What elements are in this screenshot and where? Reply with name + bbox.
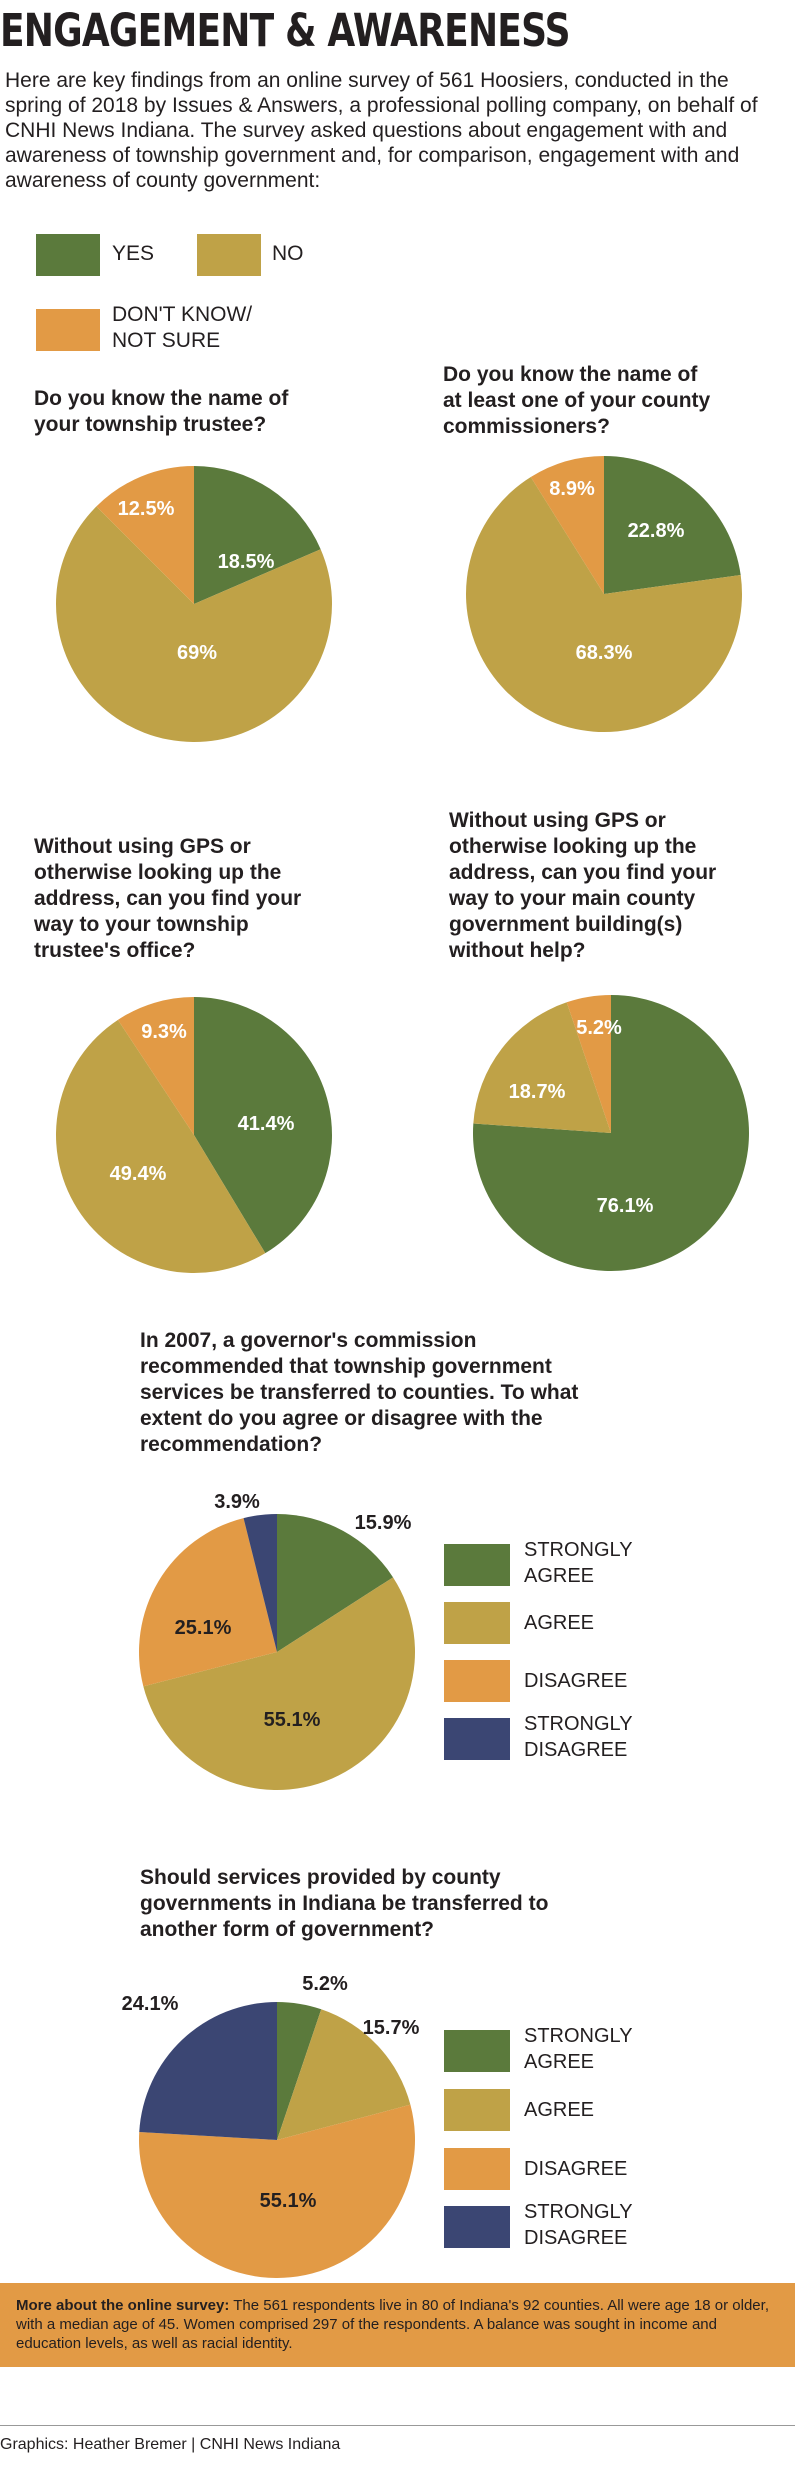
pie-6-slice-strongly-agree (277, 2002, 322, 2140)
pie-3-label-yes: 41.4% (238, 1113, 295, 1135)
pie-2-label-no: 68.3% (576, 642, 633, 664)
footnote-lead: More about the online survey: (16, 2297, 230, 2314)
legend-5-label-strongly-agree: STRONGLY AGREE (524, 1539, 633, 1587)
legend-swatch-no (197, 234, 261, 276)
pie-2-label-dont-know: 8.9% (549, 478, 595, 500)
pie-5-slice-strongly-disagree (243, 1514, 277, 1652)
legend-5-swatch-disagree (444, 1660, 510, 1702)
legend-6-label-strongly-agree: STRONGLY AGREE (524, 2025, 633, 2073)
survey-footnote: More about the online survey: The 561 re… (0, 2283, 795, 2367)
legend-swatch-yes (36, 234, 100, 276)
pie-6-label-disagree: 55.1% (260, 2190, 317, 2212)
legend-5-swatch-agree (444, 1602, 510, 1644)
legend-5-swatch-strongly-disagree (444, 1718, 510, 1760)
pie-4-label-yes: 76.1% (597, 1195, 654, 1217)
legend-5-label-disagree: DISAGREE (524, 1670, 628, 1692)
pie-2-slice-dont-know (530, 456, 604, 594)
legend-label-no: NO (272, 242, 304, 265)
pie-5-label-strongly-disagree: 3.9% (214, 1491, 260, 1513)
pie-3-label-no: 49.4% (110, 1163, 167, 1185)
pie-1-slice-yes (194, 466, 321, 604)
pie-chart-5: 15.9% 55.1% 25.1% 3.9% (138, 1491, 415, 1790)
pie-6-label-strongly-disagree: 24.1% (122, 1993, 179, 2015)
pie-4-label-no: 18.7% (509, 1081, 566, 1103)
graphics-credit: Graphics: Heather Bremer | CNHI News Ind… (0, 2436, 341, 2453)
pie-chart-4: 76.1% 18.7% 5.2% (473, 995, 749, 1271)
pie-6-slice-disagree (139, 2104, 415, 2278)
pie-chart-2: 22.8% 68.3% 8.9% (465, 456, 742, 732)
pie-5-label-disagree: 25.1% (175, 1617, 232, 1639)
legend-6-label-strongly-disagree: STRONGLY DISAGREE (524, 2201, 633, 2249)
pie-4-label-dont-know: 5.2% (576, 1017, 622, 1039)
pie-1-label-dont-know: 12.5% (118, 498, 175, 520)
pie-6-label-strongly-agree: 5.2% (302, 1973, 348, 1995)
pie-5-label-agree: 55.1% (264, 1709, 321, 1731)
pie-5-slice-strongly-agree (277, 1514, 394, 1652)
pie-4-slice-no (473, 1002, 611, 1133)
chart-6-title: Should services provided by county gover… (140, 1866, 549, 1941)
pie-1-slice-dont-know (96, 466, 194, 604)
pie-3-slice-dont-know (117, 997, 194, 1135)
pie-1-label-yes: 18.5% (218, 551, 275, 573)
pie-6-slice-strongly-disagree (139, 2002, 277, 2140)
pie-3-slice-no (56, 1019, 266, 1273)
pie-chart-6: 5.2% 15.7% 55.1% 24.1% (122, 1973, 420, 2278)
pie-4-slice-dont-know (566, 995, 611, 1133)
pie-5-slice-agree (143, 1577, 415, 1790)
intro-paragraph: Here are key findings from an online sur… (5, 69, 758, 192)
legend-swatch-dont-know (36, 309, 100, 351)
pie-5-slice-disagree (138, 1518, 277, 1687)
legend-6-swatch-strongly-disagree (444, 2206, 510, 2248)
legend-6-swatch-strongly-agree (444, 2030, 510, 2072)
pie-3-slice-yes (194, 997, 333, 1254)
chart-4-title: Without using GPS or otherwise looking u… (449, 809, 717, 962)
chart-3-title: Without using GPS or otherwise looking u… (34, 835, 302, 962)
pie-chart-1: 18.5% 69% 12.5% (55, 466, 332, 742)
pie-chart-3: 41.4% 49.4% 9.3% (56, 997, 333, 1273)
pie-2-label-yes: 22.8% (628, 520, 685, 542)
footer-divider (0, 2425, 795, 2426)
chart-2-title: Do you know the name of at least one of … (443, 363, 711, 438)
chart-1-title: Do you know the name of your township tr… (34, 387, 289, 436)
legend-5-label-strongly-disagree: STRONGLY DISAGREE (524, 1713, 633, 1761)
pie-6-slice-agree (277, 2009, 411, 2140)
legend-label-yes: YES (112, 242, 155, 265)
legend-5-swatch-strongly-agree (444, 1544, 510, 1586)
footnote-text: The 561 respondents live in 80 of Indian… (16, 2297, 769, 2352)
pie-6-label-agree: 15.7% (363, 2017, 420, 2039)
legend-label-dont-know: DON'T KNOW/ NOT SURE (112, 303, 253, 352)
pie-1-label-no: 69% (177, 642, 217, 664)
legend-6-swatch-agree (444, 2089, 510, 2131)
chart-5-title: In 2007, a governor's commission recomme… (140, 1329, 579, 1456)
legend-6-swatch-disagree (444, 2148, 510, 2190)
pie-1-slice-no (55, 506, 332, 742)
pie-5-label-strongly-agree: 15.9% (355, 1512, 412, 1534)
legend-6-label-agree: AGREE (524, 2099, 595, 2121)
pie-2-slice-no (465, 477, 742, 732)
page-title: ENGAGEMENT & AWARENESS (0, 4, 571, 57)
pie-3-label-dont-know: 9.3% (141, 1021, 187, 1043)
legend-6-label-disagree: DISAGREE (524, 2158, 628, 2180)
pie-2-slice-yes (604, 456, 741, 594)
legend-5-label-agree: AGREE (524, 1612, 595, 1634)
